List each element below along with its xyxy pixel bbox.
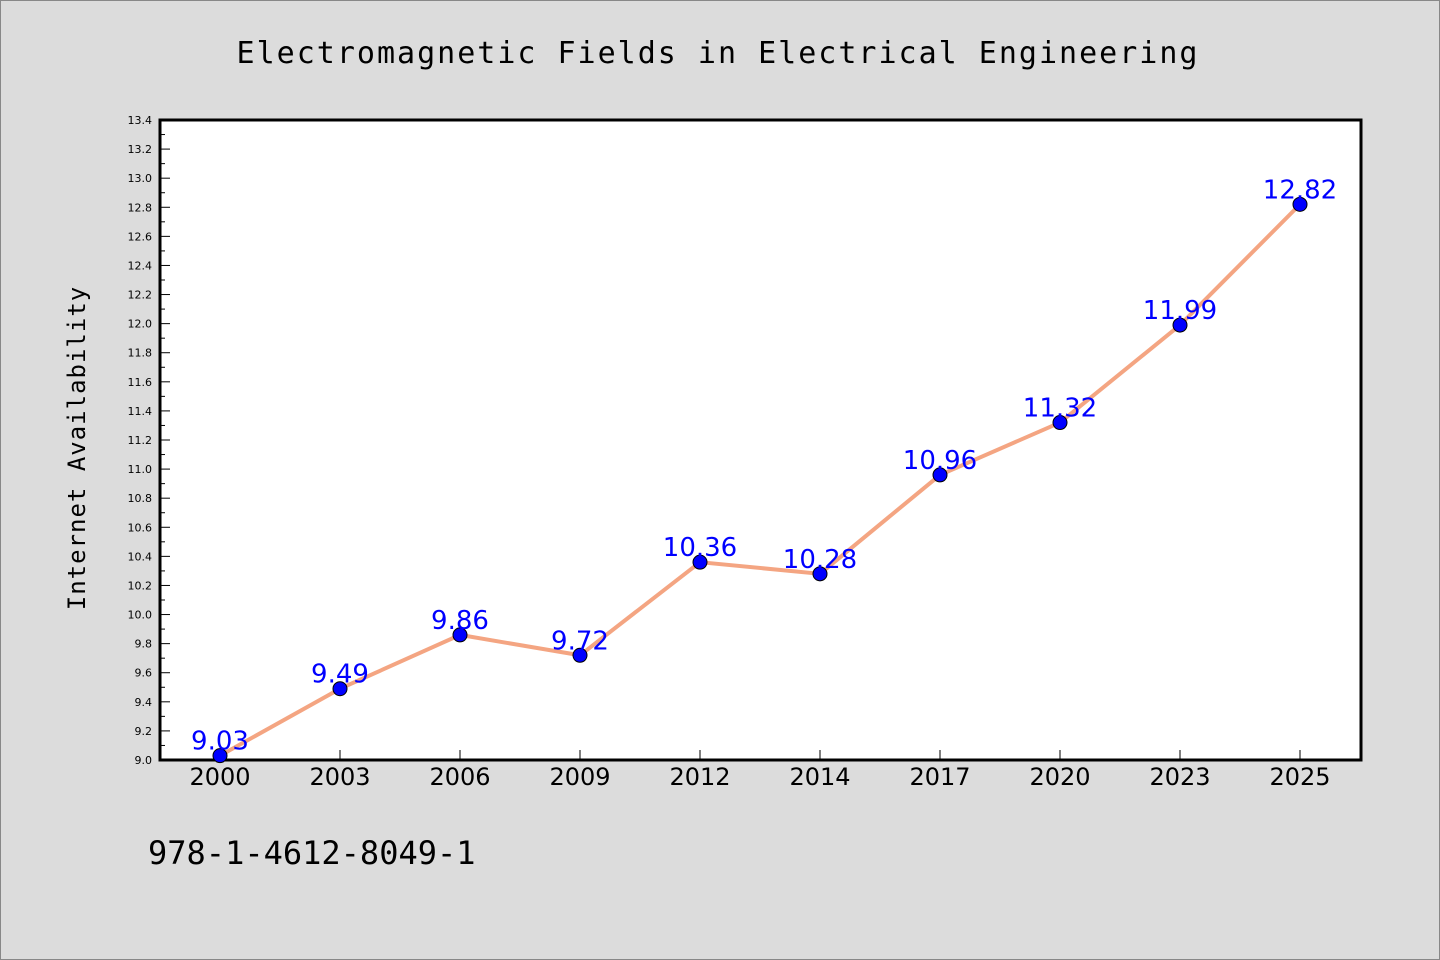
y-tick-label: 9.8 bbox=[135, 638, 153, 651]
chart-title: Electromagnetic Fields in Electrical Eng… bbox=[237, 36, 1200, 71]
y-tick-label: 10.4 bbox=[128, 550, 153, 563]
y-tick-label: 9.0 bbox=[135, 754, 153, 767]
data-value-label: 11.32 bbox=[1023, 394, 1097, 424]
x-tick-label: 2009 bbox=[549, 763, 610, 791]
x-tick-label: 2012 bbox=[669, 763, 730, 791]
series-line-group bbox=[219, 202, 1302, 758]
y-tick-label: 11.6 bbox=[128, 376, 153, 389]
data-value-label: 9.03 bbox=[191, 727, 249, 757]
y-tick-label: 9.4 bbox=[135, 696, 153, 709]
y-tick-label: 11.8 bbox=[128, 347, 153, 360]
y-tick-label: 10.6 bbox=[128, 521, 153, 534]
y-axis-ticks: 9.0 9.2 9.4 9.6 9.8 10.0 10.2 10.4 10.6 10.8 11.0 1… bbox=[128, 114, 170, 767]
y-axis-label: Internet Availability bbox=[63, 286, 91, 610]
y-tick-label: 10.2 bbox=[128, 579, 153, 592]
data-point-marker bbox=[692, 554, 708, 570]
data-value-label: 12.82 bbox=[1263, 175, 1337, 205]
x-tick-label: 2014 bbox=[789, 763, 850, 791]
data-point-marker bbox=[452, 627, 468, 643]
y-tick-label: 13.0 bbox=[128, 172, 153, 185]
data-point-marker bbox=[332, 681, 348, 697]
y-tick-label: 11.2 bbox=[128, 434, 153, 447]
data-point-marker bbox=[1172, 317, 1188, 333]
data-point-marker bbox=[1292, 196, 1308, 212]
y-tick-label: 12.4 bbox=[128, 259, 153, 272]
y-tick-label: 12.8 bbox=[128, 201, 153, 214]
x-tick-label: 2025 bbox=[1269, 763, 1330, 791]
data-point-marker bbox=[932, 467, 948, 483]
data-point-marker bbox=[1052, 415, 1068, 431]
x-tick-label: 2020 bbox=[1029, 763, 1090, 791]
y-tick-label: 11.0 bbox=[128, 463, 153, 476]
data-point-marker bbox=[572, 647, 588, 663]
data-value-label: 10.28 bbox=[783, 545, 857, 575]
y-tick-label: 12.0 bbox=[128, 318, 153, 331]
isbn-text: 978-1-4612-8049-1 bbox=[148, 834, 476, 872]
y-tick-label: 12.6 bbox=[128, 230, 153, 243]
data-labels: 9.03 9.49 9.86 9.72 10.36 10.28 10.96 11.32 11.9… bbox=[191, 175, 1337, 756]
y-tick-label: 12.2 bbox=[128, 289, 153, 302]
plot-area bbox=[158, 118, 1363, 762]
data-value-label: 10.36 bbox=[663, 533, 737, 563]
y-tick-label: 11.4 bbox=[128, 405, 153, 418]
y-tick-label: 10.8 bbox=[128, 492, 153, 505]
data-value-label: 9.49 bbox=[311, 660, 369, 690]
data-point-marker bbox=[812, 566, 828, 582]
x-tick-label: 2003 bbox=[309, 763, 370, 791]
x-axis-ticks: 2000 2003 2006 2009 2012 2014 2017 2020 2023 2025 bbox=[189, 750, 1331, 791]
y-tick-label: 13.2 bbox=[128, 143, 153, 156]
y-tick-label: 10.0 bbox=[128, 609, 153, 622]
y-tick-label: 13.4 bbox=[128, 114, 153, 127]
x-tick-label: 2000 bbox=[189, 763, 250, 791]
x-tick-label: 2017 bbox=[909, 763, 970, 791]
data-value-label: 9.72 bbox=[551, 626, 609, 656]
data-value-label: 11.99 bbox=[1143, 296, 1217, 326]
data-markers bbox=[212, 196, 1308, 764]
y-tick-label: 9.6 bbox=[135, 667, 153, 680]
series-line bbox=[219, 202, 1302, 758]
y-tick-label: 9.2 bbox=[135, 725, 153, 738]
x-tick-label: 2023 bbox=[1149, 763, 1210, 791]
x-tick-label: 2006 bbox=[429, 763, 490, 791]
data-value-label: 10.96 bbox=[903, 446, 977, 476]
data-point-marker bbox=[212, 748, 228, 764]
data-value-label: 9.86 bbox=[431, 606, 489, 636]
